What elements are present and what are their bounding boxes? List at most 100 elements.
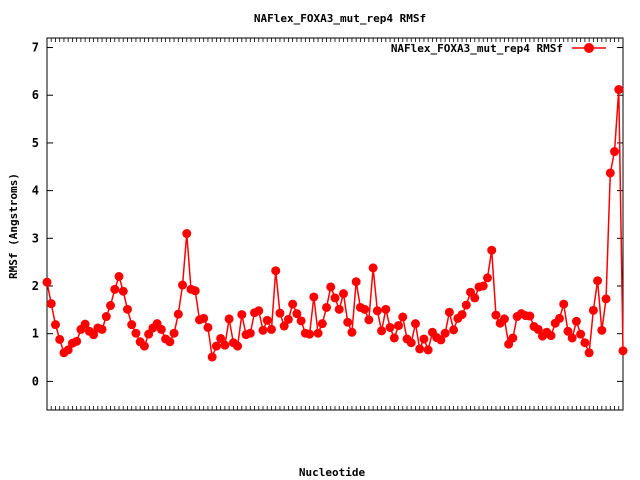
data-point — [106, 301, 116, 311]
y-tick-label: 0 — [32, 374, 39, 388]
data-point — [271, 266, 281, 276]
data-point — [322, 302, 332, 312]
data-point — [461, 300, 471, 310]
data-point — [457, 310, 467, 320]
y-tick-label: 3 — [32, 231, 39, 245]
data-point — [156, 324, 166, 334]
data-point — [266, 324, 276, 334]
data-point — [275, 308, 285, 318]
y-tick-label: 6 — [32, 88, 39, 102]
data-point — [499, 314, 509, 324]
data-point — [610, 147, 620, 157]
data-point — [347, 327, 357, 337]
data-point — [394, 321, 404, 331]
y-tick-label: 1 — [32, 327, 39, 341]
data-point — [567, 333, 577, 343]
data-point — [279, 321, 289, 331]
data-point — [101, 312, 111, 322]
data-point — [245, 328, 255, 338]
y-axis: 0 1 2 3 4 5 6 7 — [32, 41, 623, 388]
data-point — [313, 328, 323, 338]
data-point — [385, 322, 395, 332]
x-axis — [46, 38, 624, 410]
data-point — [122, 304, 132, 314]
data-point — [317, 319, 327, 329]
data-point — [559, 299, 569, 309]
data-point — [182, 229, 192, 239]
data-point — [398, 312, 408, 322]
data-point — [63, 345, 73, 355]
data-point — [326, 282, 336, 292]
y-tick-label: 4 — [32, 184, 39, 198]
data-point — [525, 311, 535, 321]
data-point — [338, 289, 348, 299]
data-point — [283, 314, 293, 324]
data-point — [576, 329, 586, 339]
data-point — [470, 293, 480, 303]
data-point — [224, 314, 234, 324]
data-point — [233, 341, 243, 351]
data-point — [440, 328, 450, 338]
data-point — [593, 276, 603, 286]
data-point — [618, 346, 628, 356]
data-point — [216, 333, 226, 343]
data-point — [211, 341, 221, 351]
legend: NAFlex_FOXA3_mut_rep4 RMSf — [391, 42, 606, 55]
data-point — [178, 280, 188, 290]
legend-marker — [584, 43, 594, 53]
data-point — [389, 333, 399, 343]
data-point — [258, 325, 268, 335]
data-point — [254, 306, 264, 316]
data-point — [372, 306, 382, 316]
data-point — [377, 326, 387, 336]
data-point — [203, 322, 213, 332]
data-point — [55, 334, 65, 344]
data-point — [343, 317, 353, 327]
data-point — [165, 337, 175, 347]
data-point — [309, 292, 319, 302]
data-point — [571, 316, 581, 326]
data-point — [410, 319, 420, 329]
data-point — [491, 310, 501, 320]
chart-title: NAFlex_FOXA3_mut_rep4 RMSf — [254, 12, 426, 25]
data-point — [46, 299, 56, 309]
data-point — [449, 325, 459, 335]
data-point — [423, 345, 433, 355]
data-point — [173, 309, 183, 319]
data-point — [605, 168, 615, 178]
data-point — [169, 328, 179, 338]
data-point — [364, 315, 374, 325]
data-point — [237, 310, 247, 320]
data-point — [554, 313, 564, 323]
data-point — [478, 281, 488, 291]
x-axis-label: Nucleotide — [299, 466, 366, 479]
data-point — [296, 316, 306, 326]
y-tick-label: 2 — [32, 279, 39, 293]
data-point — [334, 304, 344, 314]
data-point — [533, 324, 543, 334]
data-point — [42, 277, 52, 287]
data-point — [584, 348, 594, 358]
data-point — [406, 338, 416, 348]
data-point — [305, 329, 315, 339]
data-point — [190, 286, 200, 296]
data-point — [381, 304, 391, 314]
data-point — [588, 305, 598, 315]
data-point — [118, 286, 128, 296]
data-point — [97, 324, 107, 334]
data-point — [139, 341, 149, 351]
data-point — [444, 307, 454, 317]
data-point — [419, 334, 429, 344]
data-point — [89, 330, 99, 340]
data-point — [288, 299, 298, 309]
data-point — [360, 304, 370, 314]
y-axis-label: RMSf (Angstroms) — [7, 173, 20, 279]
data-point — [508, 333, 518, 343]
data-point — [110, 284, 120, 294]
data-point — [72, 336, 82, 346]
data-point — [436, 335, 446, 345]
data-point — [131, 328, 141, 338]
data-point — [351, 277, 361, 287]
legend-label: NAFlex_FOXA3_mut_rep4 RMSf — [391, 42, 563, 55]
